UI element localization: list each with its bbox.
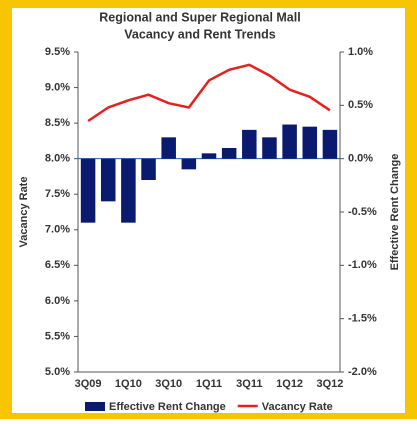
bar <box>322 129 338 159</box>
bar <box>181 158 197 170</box>
bar <box>121 158 136 223</box>
y-tick-label: 7.0% <box>45 224 70 236</box>
y-tick-label: 8.0% <box>45 153 70 165</box>
y-tick-label: 6.0% <box>45 295 70 307</box>
bar <box>302 126 318 159</box>
y2-axis-title: Effective Rent Change <box>389 154 401 271</box>
bar <box>282 124 297 159</box>
legend-swatch <box>85 402 105 411</box>
line <box>87 63 331 123</box>
y2-tick-label: -1.0% <box>348 259 377 271</box>
y-tick-label: 8.5% <box>45 117 70 129</box>
y-tick-label: 9.0% <box>45 81 70 93</box>
y-tick-label: 5.0% <box>45 366 70 378</box>
y2-tick-label: -1.5% <box>348 313 377 325</box>
bar <box>161 137 176 159</box>
legend-label: Vacancy Rate <box>262 401 333 413</box>
bar <box>100 158 116 202</box>
bar <box>242 129 257 159</box>
y-tick-label: 9.5% <box>45 46 70 58</box>
y2-tick-label: -2.0% <box>348 366 377 378</box>
bar <box>141 158 156 180</box>
legend-label: Effective Rent Change <box>109 401 226 413</box>
chart-subtitle: Vacancy and Rent Trends <box>124 27 275 41</box>
y-tick-label: 6.5% <box>45 259 70 271</box>
bar <box>262 137 277 159</box>
y-axis-title: Vacancy Rate <box>18 177 30 248</box>
bar <box>201 153 217 159</box>
x-tick-label: 3Q09 <box>75 378 102 390</box>
y2-tick-label: 0.0% <box>348 153 373 165</box>
x-tick-label: 1Q12 <box>276 378 303 390</box>
panel <box>12 8 405 413</box>
x-tick-label: 3Q11 <box>236 378 262 390</box>
x-tick-label: 1Q11 <box>196 378 222 390</box>
y2-tick-label: -0.5% <box>348 206 377 218</box>
x-tick-label: 3Q10 <box>155 378 182 390</box>
bar <box>80 158 96 223</box>
x-tick-label: 3Q12 <box>316 378 343 390</box>
bar <box>221 148 237 159</box>
y2-tick-label: 1.0% <box>348 46 373 58</box>
chart-title: Regional and Super Regional Mall <box>99 10 300 24</box>
y-tick-label: 7.5% <box>45 188 70 200</box>
y-tick-label: 5.5% <box>45 330 70 342</box>
x-tick-label: 1Q10 <box>115 378 142 390</box>
y2-tick-label: 0.5% <box>348 99 373 111</box>
